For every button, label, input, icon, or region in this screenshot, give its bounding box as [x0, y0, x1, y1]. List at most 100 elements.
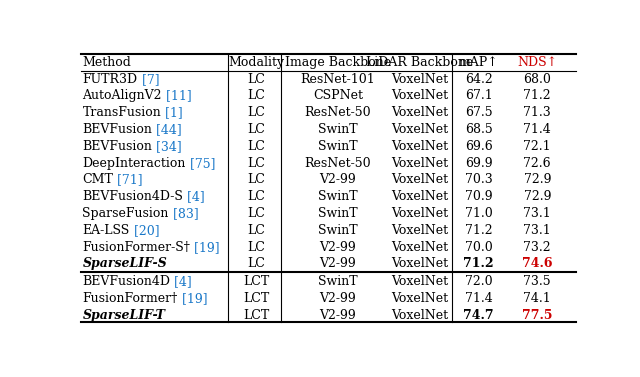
Text: 70.9: 70.9	[465, 190, 493, 203]
Text: FUTR3D: FUTR3D	[83, 73, 138, 86]
Text: VoxelNet: VoxelNet	[390, 173, 448, 187]
Text: LC: LC	[247, 73, 265, 86]
Text: [83]: [83]	[169, 207, 198, 220]
Text: 67.5: 67.5	[465, 106, 493, 119]
Text: LC: LC	[247, 173, 265, 187]
Text: LC: LC	[247, 241, 265, 254]
Text: 71.2: 71.2	[465, 224, 493, 237]
Text: SparseFusion: SparseFusion	[83, 207, 169, 220]
Text: 72.1: 72.1	[524, 140, 551, 153]
Text: VoxelNet: VoxelNet	[390, 309, 448, 322]
Text: CMT: CMT	[83, 173, 113, 187]
Text: 72.6: 72.6	[524, 157, 551, 170]
Text: [7]: [7]	[138, 73, 159, 86]
Text: 64.2: 64.2	[465, 73, 493, 86]
Text: ResNet-50: ResNet-50	[305, 106, 371, 119]
Text: Modality: Modality	[228, 56, 284, 69]
Text: LC: LC	[247, 157, 265, 170]
Text: FusionFormer-S†: FusionFormer-S†	[83, 241, 190, 254]
Text: BEVFusion4D-S: BEVFusion4D-S	[83, 190, 183, 203]
Text: LC: LC	[247, 106, 265, 119]
Text: [4]: [4]	[170, 275, 192, 288]
Text: V2-99: V2-99	[319, 292, 356, 305]
Text: [75]: [75]	[186, 157, 215, 170]
Text: SwinT: SwinT	[318, 207, 358, 220]
Text: 71.4: 71.4	[524, 123, 551, 136]
Text: VoxelNet: VoxelNet	[390, 123, 448, 136]
Text: VoxelNet: VoxelNet	[390, 275, 448, 288]
Text: [4]: [4]	[183, 190, 205, 203]
Text: 71.3: 71.3	[524, 106, 551, 119]
Text: BEVFusion4D: BEVFusion4D	[83, 275, 170, 288]
Text: 72.0: 72.0	[465, 275, 493, 288]
Text: SwinT: SwinT	[318, 224, 358, 237]
Text: AutoAlignV2: AutoAlignV2	[83, 89, 162, 103]
Text: CSPNet: CSPNet	[313, 89, 363, 103]
Text: ResNet-101: ResNet-101	[301, 73, 375, 86]
Text: 68.5: 68.5	[465, 123, 493, 136]
Text: 73.1: 73.1	[524, 207, 551, 220]
Text: LC: LC	[247, 207, 265, 220]
Text: V2-99: V2-99	[319, 241, 356, 254]
Text: 69.9: 69.9	[465, 157, 493, 170]
Text: VoxelNet: VoxelNet	[390, 106, 448, 119]
Text: 70.0: 70.0	[465, 241, 493, 254]
Text: LCT: LCT	[243, 292, 269, 305]
Text: 73.5: 73.5	[524, 275, 551, 288]
Text: SwinT: SwinT	[318, 140, 358, 153]
Text: BEVFusion: BEVFusion	[83, 123, 152, 136]
Text: V2-99: V2-99	[319, 173, 356, 187]
Text: 74.7: 74.7	[463, 309, 494, 322]
Text: V2-99: V2-99	[319, 309, 356, 322]
Text: LC: LC	[247, 123, 265, 136]
Text: 77.5: 77.5	[522, 309, 552, 322]
Text: VoxelNet: VoxelNet	[390, 224, 448, 237]
Text: SwinT: SwinT	[318, 190, 358, 203]
Text: LiDAR Backbone: LiDAR Backbone	[365, 56, 473, 69]
Text: [20]: [20]	[130, 224, 159, 237]
Text: 72.9: 72.9	[524, 190, 551, 203]
Text: EA-LSS: EA-LSS	[83, 224, 130, 237]
Text: FusionFormer†: FusionFormer†	[83, 292, 178, 305]
Text: [19]: [19]	[178, 292, 207, 305]
Text: TransFusion: TransFusion	[83, 106, 161, 119]
Text: Method: Method	[83, 56, 131, 69]
Text: SparseLIF-T: SparseLIF-T	[83, 309, 165, 322]
Text: LCT: LCT	[243, 275, 269, 288]
Text: LC: LC	[247, 140, 265, 153]
Text: VoxelNet: VoxelNet	[390, 140, 448, 153]
Text: VoxelNet: VoxelNet	[390, 257, 448, 270]
Text: 68.0: 68.0	[524, 73, 551, 86]
Text: LC: LC	[247, 89, 265, 103]
Text: LC: LC	[247, 257, 265, 270]
Text: 67.1: 67.1	[465, 89, 493, 103]
Text: 69.6: 69.6	[465, 140, 493, 153]
Text: LC: LC	[247, 224, 265, 237]
Text: 74.6: 74.6	[522, 257, 552, 270]
Text: SwinT: SwinT	[318, 275, 358, 288]
Text: mAP↑: mAP↑	[459, 56, 499, 69]
Text: 72.9: 72.9	[524, 173, 551, 187]
Text: LCT: LCT	[243, 309, 269, 322]
Text: [11]: [11]	[162, 89, 192, 103]
Text: VoxelNet: VoxelNet	[390, 157, 448, 170]
Text: 73.2: 73.2	[524, 241, 551, 254]
Text: NDS↑: NDS↑	[517, 56, 557, 69]
Text: BEVFusion: BEVFusion	[83, 140, 152, 153]
Text: ResNet-50: ResNet-50	[305, 157, 371, 170]
Text: VoxelNet: VoxelNet	[390, 190, 448, 203]
Text: 74.1: 74.1	[524, 292, 551, 305]
Text: V2-99: V2-99	[319, 257, 356, 270]
Text: 71.4: 71.4	[465, 292, 493, 305]
Text: 71.2: 71.2	[524, 89, 551, 103]
Text: 73.1: 73.1	[524, 224, 551, 237]
Text: 71.2: 71.2	[463, 257, 494, 270]
Text: 71.0: 71.0	[465, 207, 493, 220]
Text: VoxelNet: VoxelNet	[390, 207, 448, 220]
Text: [71]: [71]	[113, 173, 143, 187]
Text: [19]: [19]	[190, 241, 220, 254]
Text: LC: LC	[247, 190, 265, 203]
Text: DeepInteraction: DeepInteraction	[83, 157, 186, 170]
Text: VoxelNet: VoxelNet	[390, 292, 448, 305]
Text: [44]: [44]	[152, 123, 182, 136]
